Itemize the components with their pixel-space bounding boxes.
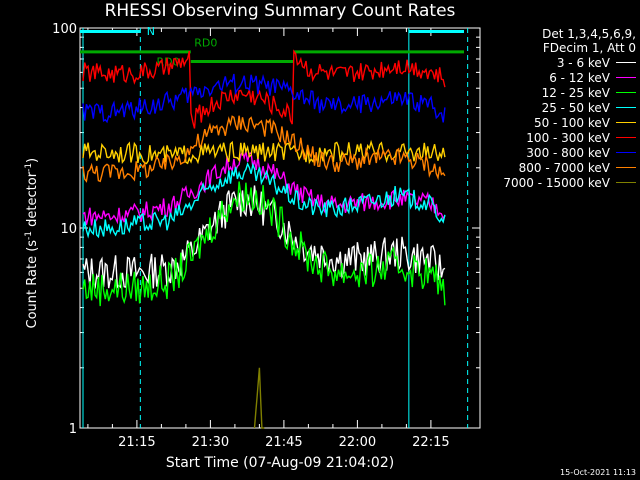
x-tick-label: 22:15 — [412, 435, 449, 450]
legend-header-1: Det 1,3,4,5,6,9, — [542, 27, 636, 41]
legend-header-2: FDecim 1, Att 0 — [542, 41, 636, 55]
legend-entry: 100 - 300 keV — [476, 130, 636, 145]
legend-swatch — [616, 167, 636, 168]
legend-entry-label: 3 - 6 keV — [556, 55, 610, 70]
annotation-label: N — [147, 25, 155, 38]
y-tick-label: 100 — [52, 22, 77, 37]
series-line — [82, 161, 446, 239]
x-axis-label: Start Time (07-Aug-09 21:04:02) — [165, 455, 395, 471]
y-axis-label: Count Rate (s-1 detector-1) — [23, 157, 41, 329]
legend-entry-label: 800 - 7000 keV — [518, 160, 610, 175]
legend-swatch — [616, 137, 636, 138]
legend-entry-label: 50 - 100 keV — [533, 115, 610, 130]
legend-swatch — [616, 182, 636, 183]
legend-entry: 800 - 7000 keV — [476, 160, 636, 175]
legend-entry: 7000 - 15000 keV — [476, 175, 636, 190]
timestamp-footer: 15-Oct-2021 11:13 — [560, 468, 636, 477]
x-tick-label: 21:15 — [118, 435, 155, 450]
x-tick-label: 21:45 — [265, 435, 302, 450]
series-line — [82, 115, 446, 183]
legend-entry: 6 - 12 keV — [476, 70, 636, 85]
x-tick-label: 22:00 — [339, 435, 376, 450]
chart-title: RHESSI Observing Summary Count Rates — [104, 1, 456, 21]
legend-swatch — [616, 122, 636, 123]
series-line — [82, 49, 446, 129]
legend-entry: 50 - 100 keV — [476, 115, 636, 130]
legend-entry-label: 300 - 800 keV — [526, 145, 610, 160]
annotation-label: RD0 — [194, 36, 217, 49]
legend-entry: 3 - 6 keV — [476, 55, 636, 70]
legend-swatch — [616, 152, 636, 153]
y-tick-label: 1 — [69, 422, 77, 437]
x-tick-label: 21:30 — [192, 435, 229, 450]
legend-entry-label: 25 - 50 keV — [541, 100, 610, 115]
legend-entry-label: 12 - 25 keV — [541, 85, 610, 100]
series-line — [253, 367, 265, 429]
legend-entry-label: 100 - 300 keV — [526, 130, 610, 145]
legend-swatch — [616, 107, 636, 108]
legend-swatch — [616, 62, 636, 63]
legend: Det 1,3,4,5,6,9, FDecim 1, Att 0 3 - 6 k… — [476, 27, 636, 190]
legend-entry-label: 7000 - 15000 keV — [503, 175, 610, 190]
y-tick-label: 10 — [60, 222, 77, 237]
series-line — [82, 185, 446, 290]
series-line — [82, 181, 446, 307]
series-line — [82, 73, 446, 124]
legend-swatch — [616, 92, 636, 93]
legend-entry: 300 - 800 keV — [476, 145, 636, 160]
series-line — [82, 139, 446, 165]
legend-entry: 25 - 50 keV — [476, 100, 636, 115]
legend-swatch — [616, 77, 636, 78]
legend-entry: 12 - 25 keV — [476, 85, 636, 100]
legend-entry-label: 6 - 12 keV — [549, 70, 610, 85]
series-line — [82, 150, 446, 226]
